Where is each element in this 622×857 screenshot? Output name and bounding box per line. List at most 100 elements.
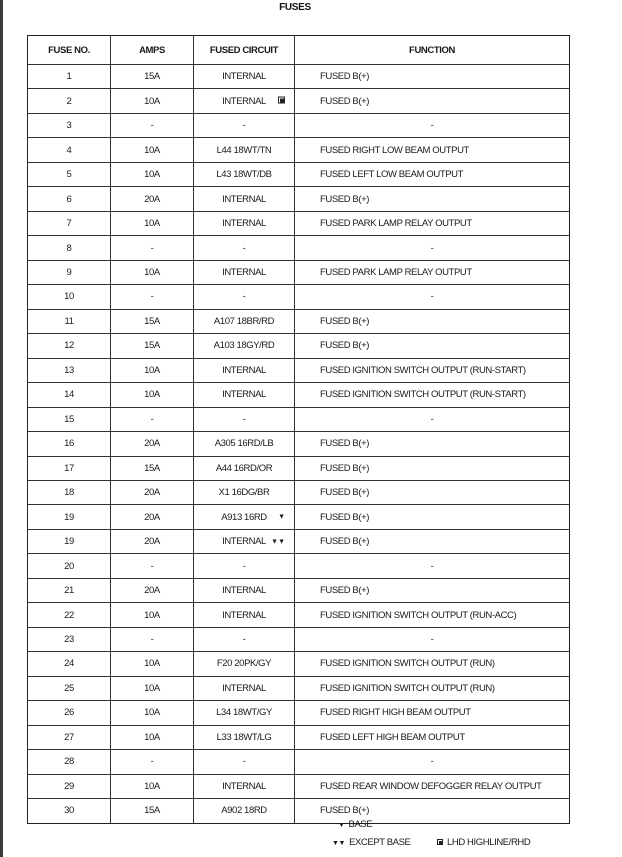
table-row: 20 - - - bbox=[28, 553, 569, 578]
fuse-no-cell-text: 12 bbox=[64, 340, 74, 352]
table-row: 29 10A INTERNAL FUSED REAR WINDOW DEFOGGER … bbox=[28, 773, 569, 799]
amps-cell: 10A bbox=[110, 652, 193, 676]
circuit-cell-text: A913 16RD bbox=[221, 511, 267, 523]
amps-cell-text: - bbox=[150, 413, 154, 425]
fuse-no-cell: 9 bbox=[28, 261, 110, 284]
table-row: 23 - - - bbox=[28, 626, 569, 652]
circuit-cell-text: INTERNAL bbox=[222, 609, 266, 621]
amps-cell: 20A bbox=[110, 578, 193, 603]
table-row: 6 20A INTERNAL FUSED B(+) bbox=[28, 186, 569, 211]
amps-cell: 10A bbox=[110, 358, 193, 383]
function-cell: FUSED B(+) bbox=[294, 432, 569, 456]
table-row: 16 20A A305 16RD/LB FUSED B(+) bbox=[28, 431, 569, 456]
circuit-cell: - bbox=[193, 627, 294, 652]
amps-cell-text: 15A bbox=[144, 462, 160, 474]
function-cell-text: FUSED B(+) bbox=[320, 315, 370, 327]
function-cell-text: FUSED RIGHT HIGH BEAM OUTPUT bbox=[320, 707, 471, 719]
circuit-cell: A902 18RD bbox=[193, 799, 294, 823]
amps-cell-text: 15A bbox=[144, 315, 160, 327]
function-cell: FUSED B(+) bbox=[294, 65, 569, 89]
function-cell-text: FUSED B(+) bbox=[320, 511, 370, 523]
table-row: 26 10A L34 18WT/GY FUSED RIGHT HIGH BEAM OU… bbox=[28, 700, 569, 725]
square-icon bbox=[278, 96, 285, 106]
amps-cell-text: 10A bbox=[144, 389, 160, 401]
circuit-cell: INTERNAL bbox=[193, 603, 294, 627]
fuse-no-cell-text: 22 bbox=[64, 609, 74, 621]
circuit-cell-text: - bbox=[242, 413, 246, 425]
table-row: 13 10A INTERNAL FUSED IGNITION SWITCH OUTPU… bbox=[28, 357, 569, 383]
table-row: 4 10A L44 18WT/TN FUSED RIGHT LOW BEAM OUTP… bbox=[28, 137, 569, 162]
amps-cell: 20A bbox=[110, 505, 193, 529]
fuse-no-cell-text: 29 bbox=[64, 780, 74, 792]
circuit-cell: F20 20PK/GY bbox=[193, 652, 294, 676]
legend-lhd: LHD HIGHLINE/RHD bbox=[437, 837, 531, 848]
circuit-cell: INTERNAL bbox=[193, 65, 294, 89]
table-row: 22 10A INTERNAL FUSED IGNITION SWITCH OUTPU… bbox=[28, 602, 569, 627]
circuit-cell-text: INTERNAL bbox=[222, 193, 266, 205]
function-cell: - bbox=[294, 750, 569, 774]
amps-cell: 10A bbox=[110, 260, 193, 285]
circuit-cell-text: - bbox=[242, 560, 246, 572]
table-row: 14 10A INTERNAL FUSED IGNITION SWITCH OUTPU… bbox=[28, 382, 569, 407]
table-row: 21 20A INTERNAL FUSED B(+) bbox=[28, 577, 569, 603]
table-row: 2 10A INTERNAL FUSED B(+) bbox=[28, 88, 569, 113]
function-cell-text: FUSED RIGHT LOW BEAM OUTPUT bbox=[320, 144, 469, 156]
function-cell: FUSED PARK LAMP RELAY OUTPUT bbox=[294, 211, 569, 236]
circuit-cell: - bbox=[193, 407, 294, 432]
function-cell-text: - bbox=[430, 560, 434, 572]
amps-cell-text: 10A bbox=[144, 218, 160, 230]
fuse-no-cell-text: 7 bbox=[66, 218, 72, 230]
circuit-cell-text: - bbox=[242, 756, 246, 768]
table-row: 19 20A INTERNAL ▼▼ FUSED B(+) bbox=[28, 528, 569, 554]
circuit-cell-text: A44 16RD/OR bbox=[215, 462, 273, 474]
amps-cell: - bbox=[110, 407, 193, 432]
function-cell: FUSED B(+) bbox=[294, 578, 569, 603]
fuse-no-cell-text: 6 bbox=[66, 193, 72, 205]
amps-cell-text: 10A bbox=[144, 169, 160, 181]
fuse-no-cell: 1 bbox=[28, 65, 110, 88]
amps-cell-text: 10A bbox=[144, 658, 160, 670]
amps-cell: 10A bbox=[110, 603, 193, 627]
single-triangle-icon: ▼ bbox=[338, 822, 345, 829]
table-row: 7 10A INTERNAL FUSED PARK LAMP RELAY OUTPUT bbox=[28, 210, 569, 236]
amps-cell-text: 15A bbox=[144, 340, 160, 352]
header-fused-circuit: FUSED CIRCUIT bbox=[193, 36, 294, 64]
circuit-cell: INTERNAL bbox=[193, 676, 294, 701]
function-cell: FUSED RIGHT LOW BEAM OUTPUT bbox=[294, 138, 569, 162]
table-row: 8 - - - bbox=[28, 235, 569, 260]
amps-cell-text: 20A bbox=[144, 511, 160, 523]
amps-cell-text: - bbox=[150, 560, 154, 572]
circuit-cell: L43 18WT/DB bbox=[193, 162, 294, 187]
legend-base-label: BASE bbox=[348, 819, 373, 830]
function-cell-text: FUSED IGNITION SWITCH OUTPUT (RUN-ACC) bbox=[320, 609, 517, 621]
amps-cell-text: - bbox=[150, 291, 154, 303]
amps-cell: 10A bbox=[110, 211, 193, 236]
fuse-no-cell-text: 4 bbox=[66, 144, 72, 156]
function-cell-text: - bbox=[430, 634, 434, 646]
circuit-cell: INTERNAL bbox=[193, 383, 294, 407]
function-cell: FUSED REAR WINDOW DEFOGGER RELAY OUTPUT bbox=[294, 774, 569, 799]
fuse-no-cell: 28 bbox=[28, 750, 110, 773]
amps-cell: 10A bbox=[110, 725, 193, 750]
fuse-no-cell: 27 bbox=[28, 726, 110, 749]
fuse-no-cell: 25 bbox=[28, 677, 110, 700]
circuit-cell-text: - bbox=[242, 120, 246, 132]
amps-cell-text: 10A bbox=[144, 266, 160, 278]
fuse-no-cell: 3 bbox=[28, 114, 110, 137]
circuit-cell: INTERNAL bbox=[193, 358, 294, 383]
amps-cell: - bbox=[110, 750, 193, 774]
fuse-no-cell-text: 9 bbox=[66, 266, 72, 278]
table-row: 12 15A A103 18GY/RD FUSED B(+) bbox=[28, 333, 569, 358]
fuse-no-cell: 26 bbox=[28, 701, 110, 724]
fuse-no-cell-text: 10 bbox=[64, 291, 74, 303]
amps-cell-text: 10A bbox=[144, 144, 160, 156]
table-row: 10 - - - bbox=[28, 284, 569, 309]
circuit-cell: - bbox=[193, 554, 294, 578]
function-cell: FUSED B(+) bbox=[294, 89, 569, 113]
function-cell-text: FUSED B(+) bbox=[320, 805, 370, 817]
function-cell: FUSED IGNITION SWITCH OUTPUT (RUN-START) bbox=[294, 383, 569, 407]
function-cell: FUSED B(+) bbox=[294, 456, 569, 480]
amps-cell: - bbox=[110, 627, 193, 652]
circuit-cell: INTERNAL bbox=[193, 260, 294, 285]
function-cell-text: FUSED B(+) bbox=[320, 95, 370, 107]
